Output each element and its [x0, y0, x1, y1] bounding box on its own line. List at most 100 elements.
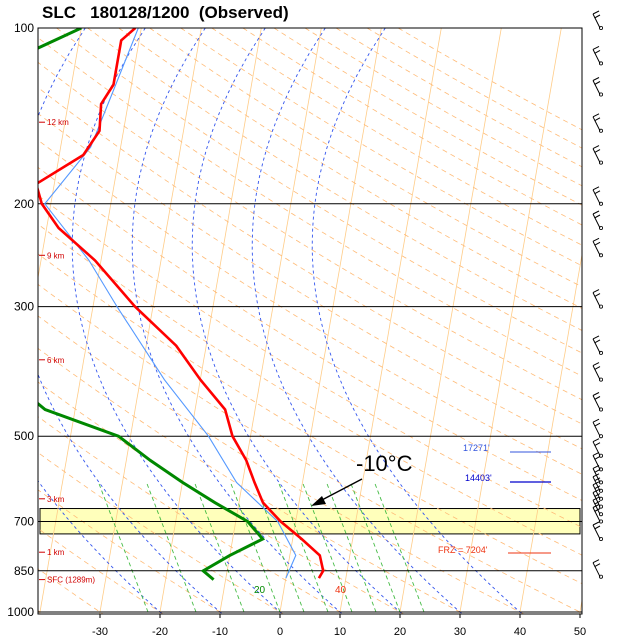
- temperature-tick-30: 30: [454, 626, 466, 638]
- moist-adiabat-line: [251, 28, 464, 614]
- wind-barb: [592, 504, 604, 524]
- dewpoint-line: [38, 28, 266, 581]
- dry-adiabat-line: [38, 37, 582, 377]
- mixing-ratio-label-20: 20: [254, 585, 266, 596]
- isotherm-line: [279, 28, 382, 614]
- height-annotations: 17271' 14403' FRZ = 7204': [438, 443, 551, 555]
- dry-adiabat-line: [38, 489, 225, 614]
- wind-barb: [592, 438, 604, 458]
- minus10-annotation: -10°C: [311, 451, 413, 506]
- temperature-line: [38, 28, 325, 579]
- altitude-label-3: 3 km: [47, 495, 65, 504]
- temperature-tick--20: -20: [152, 626, 168, 638]
- pressure-tick-100: 100: [14, 21, 34, 35]
- mixing-ratio-label-40: 40: [335, 585, 347, 596]
- isotherm-line: [219, 28, 322, 614]
- mixing-ratio-line: [302, 482, 353, 613]
- mixing-ratio-line: [374, 482, 425, 613]
- wind-barb: [592, 289, 604, 309]
- wind-barb: [592, 521, 604, 542]
- dry-adiabat-line: [38, 452, 285, 614]
- dry-adiabat-line: [38, 568, 104, 614]
- dry-adiabat-line: [38, 315, 525, 614]
- wind-barb: [592, 473, 604, 493]
- dry-adiabat-line: [38, 347, 465, 614]
- wind-barb: [592, 335, 604, 355]
- isotherm-line: [399, 28, 502, 614]
- minus10-arrow-head: [311, 496, 326, 506]
- wind-barb: [592, 418, 604, 439]
- temperature-tick--10: -10: [212, 626, 228, 638]
- wind-barb: [592, 10, 604, 30]
- dry-adiabat-line: [38, 283, 582, 614]
- pressure-tick-500: 500: [14, 429, 34, 443]
- wind-barb: [592, 559, 604, 579]
- sounding-curves: [38, 28, 325, 581]
- temperature-tick-20: 20: [394, 626, 406, 638]
- isotherm-line: [339, 28, 442, 614]
- altitude-labels: 12 km 9 km 6 km 3 km 1 km SFC (1289m): [39, 118, 95, 585]
- temperature-tick--30: -30: [92, 626, 108, 638]
- altitude-label-0: 12 km: [47, 118, 69, 127]
- dry-adiabat-line: [38, 87, 582, 425]
- isotherm-line: [0, 28, 21, 624]
- wind-barb: [592, 210, 604, 230]
- wind-barb: [592, 362, 604, 382]
- altitude-label-4: 1 km: [47, 548, 65, 557]
- altitude-label-1: 9 km: [47, 251, 65, 260]
- mixing-ratio-line: [326, 482, 377, 613]
- isotherm-line: [99, 28, 202, 614]
- minus10-arrow-shaft: [319, 478, 363, 502]
- temperature-tick-0: 0: [277, 626, 283, 638]
- pressure-tick-labels: 100 200 300 500 700 850 1000: [7, 21, 34, 619]
- altitude-label-2: 6 km: [47, 356, 65, 365]
- wind-barb: [592, 392, 604, 412]
- wind-barb: [592, 496, 604, 517]
- dry-adiabat-line: [38, 113, 582, 450]
- mixing-ratio-line: [278, 482, 329, 613]
- pressure-tick-300: 300: [14, 300, 34, 314]
- moist-adiabat-line: [131, 28, 344, 614]
- temperature-tick-50: 50: [574, 626, 586, 638]
- background-grid: [0, 28, 582, 624]
- moist-adiabat-line: [71, 28, 284, 614]
- dry-adiabat-line: [38, 194, 582, 528]
- temperature-tick-40: 40: [514, 626, 526, 638]
- dry-adiabat-line: [38, 61, 582, 401]
- temperature-tick-labels: -30 -20 -10 0 10 20 30 40 50: [92, 614, 586, 638]
- dry-adiabat-line: [38, 166, 582, 501]
- isotherm-line: [159, 28, 262, 614]
- pressure-tick-850: 850: [14, 564, 34, 578]
- dry-adiabat-line: [38, 253, 582, 585]
- dry-adiabat-line: [38, 416, 345, 614]
- wind-barb: [592, 145, 604, 165]
- wind-barb: [592, 186, 604, 206]
- wind-barb: [592, 77, 604, 97]
- mixing-ratio-line: [350, 482, 401, 613]
- moist-adiabat-line: [38, 28, 224, 614]
- isotherm-line: [519, 252, 582, 614]
- pressure-tick-700: 700: [14, 515, 34, 529]
- mixing-ratio-line: [98, 482, 149, 613]
- moist-adiabat-line: [311, 28, 524, 614]
- mixing-ratio-line: [194, 482, 245, 613]
- dry-adiabat-line: [38, 223, 582, 556]
- temperature-tick-10: 10: [334, 626, 346, 638]
- isotherm-line: [579, 598, 582, 614]
- wind-barb: [592, 113, 604, 133]
- pressure-tick-200: 200: [14, 197, 34, 211]
- isotherm-line: [38, 28, 82, 280]
- wind-barb: [592, 237, 604, 258]
- dry-adiabat-line: [38, 528, 164, 614]
- mixing-ratio-line: [230, 482, 281, 613]
- pressure-tick-1000: 1000: [7, 605, 34, 619]
- mixing-ratio-labels: 20 40: [254, 585, 347, 596]
- chart-title: SLC 180128/1200 (Observed): [42, 3, 289, 22]
- wind-barb: [592, 45, 604, 66]
- moist-adiabat-line: [38, 480, 164, 614]
- annotation-frz: FRZ = 7204': [438, 545, 488, 555]
- annotation-14403: 14403': [465, 473, 492, 483]
- dry-adiabat-line: [38, 139, 582, 475]
- wind-barbs: [592, 10, 604, 579]
